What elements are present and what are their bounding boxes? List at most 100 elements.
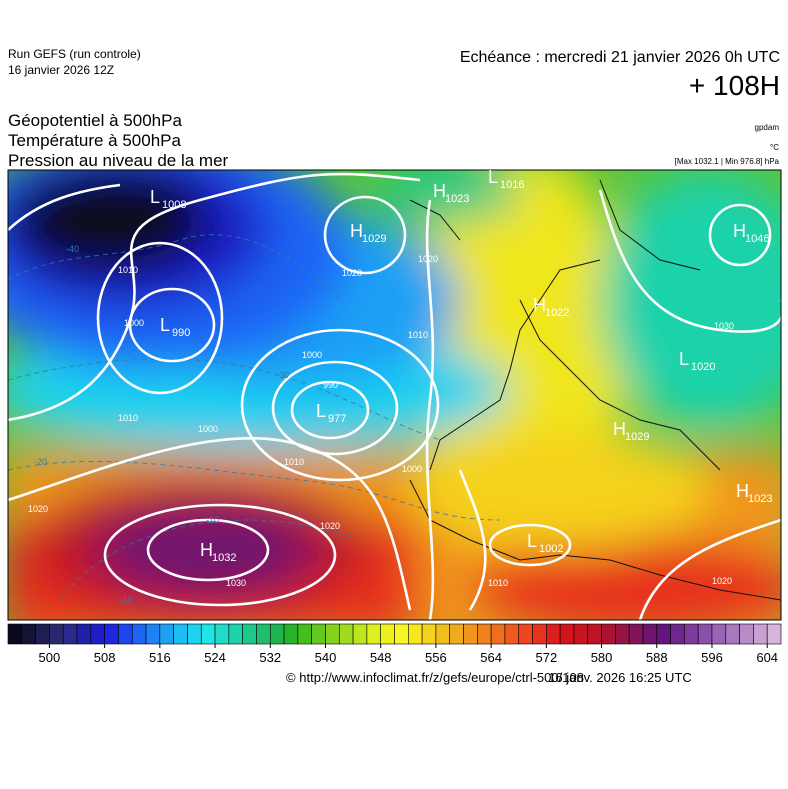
colorbar-tick-label: 604 xyxy=(756,650,778,665)
field-title: Température à 500hPa xyxy=(8,131,181,150)
valid-time: Echéance : mercredi 21 janvier 2026 0h U… xyxy=(460,49,780,66)
center-value: 977 xyxy=(328,413,346,425)
isobar-label: 1020 xyxy=(28,504,48,514)
colorbar-swatch xyxy=(187,623,202,645)
colorbar-swatch xyxy=(242,623,257,645)
temperature-label: -20 xyxy=(34,457,47,467)
colorbar-tick-label: 524 xyxy=(204,650,226,665)
colorbar-tick-label: 588 xyxy=(646,650,668,665)
isobar-label: 1010 xyxy=(118,265,138,275)
coastlines xyxy=(409,179,781,601)
colorbar-tick-label: 532 xyxy=(259,650,281,665)
center-value: 990 xyxy=(172,327,190,339)
colorbar-swatch xyxy=(214,623,230,645)
colorbar-swatch xyxy=(200,623,216,645)
colorbar-swatch xyxy=(394,623,409,645)
colorbar-swatch xyxy=(380,623,395,645)
colorbar-swatch xyxy=(615,623,630,645)
isobar-label: 990 xyxy=(323,380,338,390)
colorbar-tick-label: 564 xyxy=(480,650,502,665)
colorbar-swatch xyxy=(366,623,381,645)
colorbar-swatch xyxy=(173,623,188,645)
colorbar-swatch xyxy=(435,623,451,645)
colorbar-swatch xyxy=(228,623,243,645)
colorbar-swatch xyxy=(601,623,616,645)
colorbar-swatch xyxy=(35,623,50,645)
colorbar-swatch xyxy=(90,623,105,645)
colorbar-swatch xyxy=(670,623,685,645)
temperature-field xyxy=(8,170,781,620)
colorbar-swatch xyxy=(256,623,271,645)
colorbar-swatch xyxy=(408,623,423,645)
colorbar-swatch xyxy=(559,623,575,645)
isobar-label: 1010 xyxy=(284,457,304,467)
pressure-range: [Max 1032.1 | Min 976.8] hPa xyxy=(675,157,780,166)
colorbar-swatch xyxy=(311,623,326,645)
center-value: 1022 xyxy=(545,307,569,319)
colorbar-swatch xyxy=(642,623,658,645)
colorbar-swatch xyxy=(352,623,368,645)
isobar-label: 1010 xyxy=(488,578,508,588)
center-letter: L xyxy=(316,401,326,421)
colorbar-swatch xyxy=(104,623,119,645)
center-value: 1032 xyxy=(212,552,236,564)
colorbar-swatch xyxy=(697,623,713,645)
center-value: 1020 xyxy=(691,361,715,373)
isobar-label: 1000 xyxy=(198,424,218,434)
temperature-label: -30 xyxy=(276,370,289,380)
colorbar-swatch xyxy=(504,623,520,645)
colorbar-swatch xyxy=(118,623,133,645)
isobar-label: 1020 xyxy=(418,254,438,264)
colorbar-swatch xyxy=(449,623,464,645)
colorbar-swatch xyxy=(532,623,547,645)
colorbar-tick-label: 508 xyxy=(94,650,116,665)
colorbar-swatch xyxy=(283,623,299,645)
colorbar-tick-label: 540 xyxy=(315,650,337,665)
center-value: 1046 xyxy=(745,233,769,245)
map-frame xyxy=(7,169,782,621)
center-value: 1029 xyxy=(362,233,386,245)
colorbar-swatch xyxy=(21,623,36,645)
colorbar-swatch xyxy=(490,623,506,645)
colorbar-swatch xyxy=(7,623,23,645)
isobar-label: 1020 xyxy=(342,268,362,278)
isobar-label: 1020 xyxy=(320,521,340,531)
center-letter: H xyxy=(533,295,546,315)
center-letter: L xyxy=(150,187,160,207)
colorbar-swatch xyxy=(573,623,589,645)
unit-label: °C xyxy=(770,143,779,152)
center-letter: H xyxy=(350,221,363,241)
center-letter: H xyxy=(433,181,446,201)
center-value: 1002 xyxy=(539,543,563,555)
colorbar-tick-label: 500 xyxy=(39,650,61,665)
center-value: 1016 xyxy=(500,179,524,191)
isobar-label: 1030 xyxy=(714,321,734,331)
run-name: Run GEFS (run controle) xyxy=(8,47,141,61)
isobar-label: 1000 xyxy=(402,464,422,474)
colorbar-swatch xyxy=(628,623,644,645)
colorbar-tick-label: 580 xyxy=(591,650,613,665)
colorbar-swatch xyxy=(325,623,340,645)
center-value: 1029 xyxy=(625,431,649,443)
colorbar-swatch xyxy=(684,623,699,645)
colorbar-swatch xyxy=(656,623,671,645)
unit-label: gpdam xyxy=(755,123,780,132)
isobar-label: 1000 xyxy=(302,350,322,360)
isobars xyxy=(8,172,781,620)
colorbar-swatch xyxy=(49,623,64,645)
colorbar-swatch xyxy=(477,623,492,645)
lead-time: + 108H xyxy=(689,70,780,101)
colorbar-swatch xyxy=(518,623,533,645)
colorbar-swatch xyxy=(463,623,478,645)
source-link: © http://www.infoclimat.fr/z/gefs/europe… xyxy=(286,670,584,685)
center-letter: L xyxy=(160,315,170,335)
isobar-label: 1010 xyxy=(408,330,428,340)
colorbar-swatch xyxy=(766,623,782,645)
colorbar-swatch xyxy=(62,623,78,645)
colorbar-swatch xyxy=(269,623,285,645)
generated-time: 16 janv. 2026 16:25 UTC xyxy=(548,670,692,685)
center-letter: H xyxy=(613,419,626,439)
colorbar-swatch xyxy=(725,623,740,645)
colorbar-swatch xyxy=(159,623,174,645)
colorbar-swatch xyxy=(753,623,768,645)
